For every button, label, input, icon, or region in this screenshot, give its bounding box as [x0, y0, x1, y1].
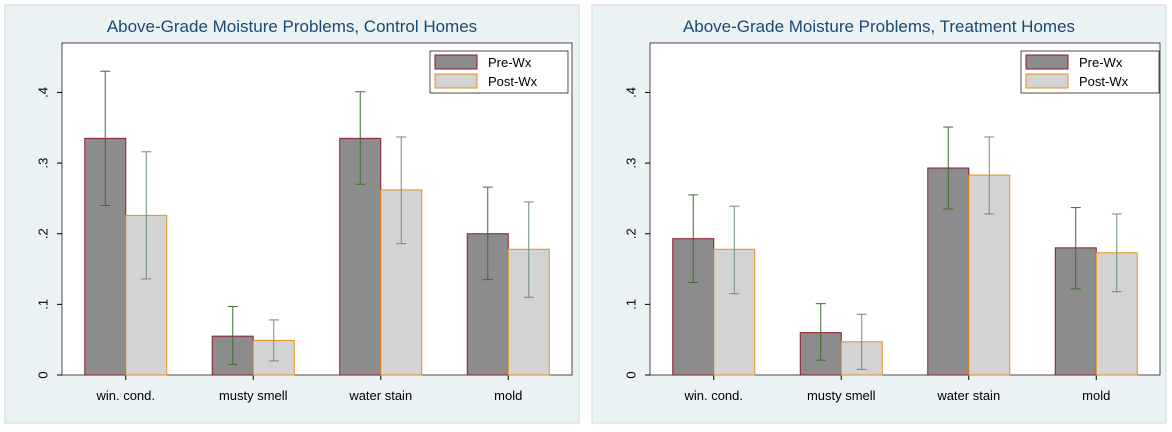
chart-panel-1: Above-Grade Moisture Problems, Control H…	[4, 4, 580, 424]
chart-panel-2: Above-Grade Moisture Problems, Treatment…	[591, 4, 1167, 424]
legend-swatch	[1025, 73, 1069, 89]
y-tick-label: .1	[35, 299, 50, 310]
legend-label: Pre-Wx	[488, 55, 532, 70]
x-tick-label: water stain	[348, 388, 412, 403]
x-tick-label: musty smell	[807, 388, 876, 403]
y-tick-label: .1	[623, 299, 638, 310]
y-tick-label: .4	[623, 87, 638, 98]
x-tick-label: win. cond.	[95, 388, 155, 403]
x-tick-label: water stain	[936, 388, 1000, 403]
y-tick-label: 0	[35, 371, 50, 378]
x-tick-label: win. cond.	[683, 388, 743, 403]
legend-label: Post-Wx	[1079, 74, 1129, 89]
x-tick-label: musty smell	[219, 388, 288, 403]
legend-swatch	[434, 54, 478, 70]
y-tick-label: 0	[623, 371, 638, 378]
legend-label: Post-Wx	[488, 74, 538, 89]
y-tick-label: .2	[35, 228, 50, 239]
x-tick-label: mold	[494, 388, 522, 403]
legend-label: Pre-Wx	[1079, 55, 1123, 70]
chart-title: Above-Grade Moisture Problems, Control H…	[107, 17, 477, 36]
y-tick-label: .2	[623, 228, 638, 239]
y-tick-label: .4	[35, 87, 50, 98]
y-tick-label: .3	[623, 158, 638, 169]
y-tick-label: .3	[35, 158, 50, 169]
chart-title: Above-Grade Moisture Problems, Treatment…	[683, 17, 1075, 36]
legend-swatch	[1025, 54, 1069, 70]
x-tick-label: mold	[1082, 388, 1110, 403]
legend-swatch	[434, 73, 478, 89]
